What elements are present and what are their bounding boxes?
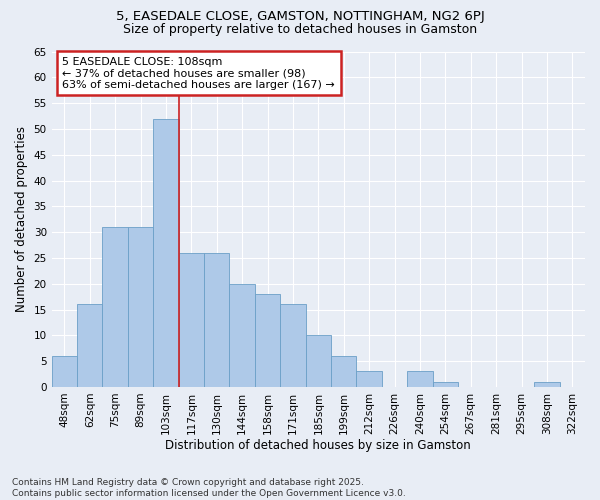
Text: Contains HM Land Registry data © Crown copyright and database right 2025.
Contai: Contains HM Land Registry data © Crown c…: [12, 478, 406, 498]
Text: 5 EASEDALE CLOSE: 108sqm
← 37% of detached houses are smaller (98)
63% of semi-d: 5 EASEDALE CLOSE: 108sqm ← 37% of detach…: [62, 56, 335, 90]
Bar: [255, 294, 280, 387]
Bar: [534, 382, 560, 387]
X-axis label: Distribution of detached houses by size in Gamston: Distribution of detached houses by size …: [166, 440, 471, 452]
Bar: [407, 372, 433, 387]
Bar: [153, 118, 179, 387]
Text: Size of property relative to detached houses in Gamston: Size of property relative to detached ho…: [123, 22, 477, 36]
Bar: [229, 284, 255, 387]
Text: 5, EASEDALE CLOSE, GAMSTON, NOTTINGHAM, NG2 6PJ: 5, EASEDALE CLOSE, GAMSTON, NOTTINGHAM, …: [116, 10, 484, 23]
Bar: [77, 304, 103, 387]
Bar: [52, 356, 77, 387]
Bar: [128, 227, 153, 387]
Bar: [280, 304, 305, 387]
Bar: [204, 253, 229, 387]
Bar: [103, 227, 128, 387]
Bar: [331, 356, 356, 387]
Bar: [433, 382, 458, 387]
Bar: [179, 253, 204, 387]
Bar: [305, 336, 331, 387]
Bar: [356, 372, 382, 387]
Y-axis label: Number of detached properties: Number of detached properties: [15, 126, 28, 312]
